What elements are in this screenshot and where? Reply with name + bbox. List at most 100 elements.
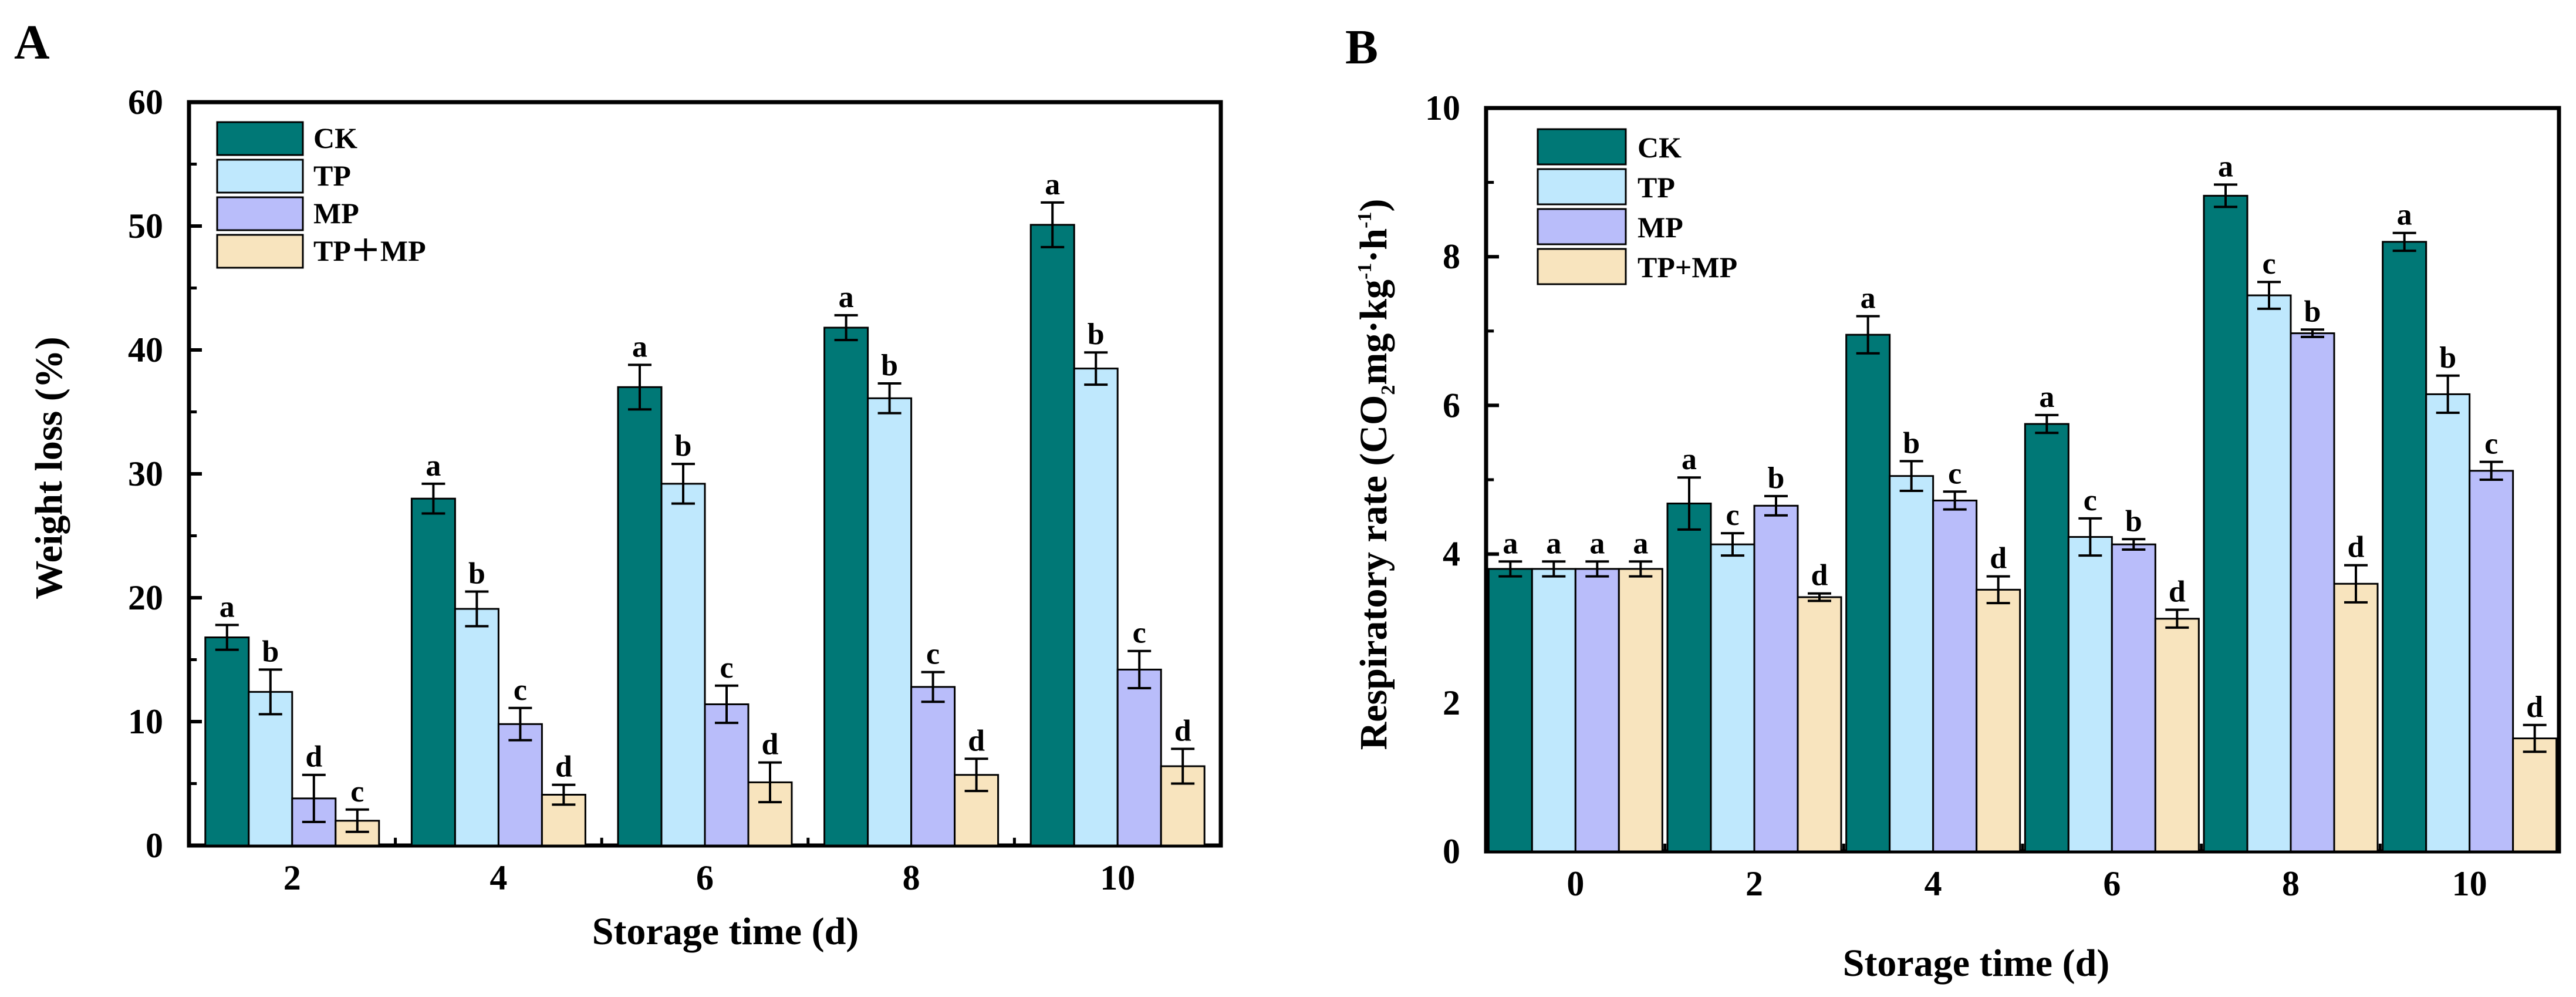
- chart-a-significance-letter: a: [1045, 168, 1060, 201]
- chart-a-significance-letter: a: [220, 590, 235, 624]
- chart-a-legend-label: MP: [313, 197, 359, 230]
- chart-b-x-axis-title: Storage time (d): [1843, 942, 2110, 985]
- chart-a-y-axis-title: Weight loss (%): [28, 336, 70, 599]
- chart-a-significance-letter: a: [426, 449, 441, 483]
- chart-b-bar: [1845, 334, 1891, 853]
- chart-b-bar: [1797, 596, 1842, 853]
- chart-a-significance-letter: c: [926, 638, 940, 671]
- chart-a-significance-letter: c: [720, 651, 733, 685]
- chart-b-significance-letter: d: [2348, 531, 2365, 564]
- chart-b-x-tick-label: 0: [1566, 864, 1584, 903]
- chart-a-significance-letter: d: [1174, 714, 1191, 747]
- chart-a-significance-letter: b: [675, 429, 692, 463]
- chart-a-x-tick-label: 2: [283, 858, 301, 897]
- chart-b-significance-letter: b: [2304, 295, 2321, 328]
- chart-a-bar: [1029, 224, 1075, 847]
- chart-b-significance-letter: a: [2039, 380, 2054, 414]
- chart-a-significance-letter: b: [1088, 318, 1105, 351]
- chart-b-bar: [1666, 503, 1712, 853]
- chart-b-legend-label: TP+MP: [1638, 251, 1737, 284]
- chart-b-significance-letter: a: [1589, 527, 1605, 560]
- chart-a-x-tick-label: 6: [696, 858, 714, 897]
- chart-a-significance-letter: b: [262, 635, 279, 668]
- chart-a-bar: [410, 497, 456, 847]
- chart-a-bar: [823, 326, 869, 847]
- chart-a-significance-letter: c: [350, 775, 364, 809]
- chart-a-y-tick-label: 10: [128, 702, 163, 741]
- chart-b-bar: [2111, 543, 2156, 853]
- chart-a-legend-label: CK: [313, 122, 357, 154]
- chart-b-legend-label: MP: [1638, 211, 1683, 244]
- chart-b-significance-letter: d: [1811, 559, 1828, 592]
- chart-b-legend-swatch: [1537, 128, 1627, 166]
- chart-a-y-tick-label: 20: [128, 578, 163, 617]
- chart-b-significance-letter: a: [1546, 527, 1561, 560]
- chart-b-x-tick-label: 4: [1925, 864, 1942, 903]
- chart-b-bar: [2290, 332, 2335, 853]
- chart-b-significance-letter: a: [1633, 527, 1648, 560]
- chart-a-legend-swatch: [216, 159, 304, 194]
- chart-a-significance-letter: b: [468, 557, 485, 590]
- chart-a-significance-letter: c: [1133, 617, 1146, 650]
- chart-b-significance-letter: b: [2439, 341, 2456, 375]
- chart-b-bar: [1487, 568, 1533, 853]
- chart-b-bar: [1710, 543, 1755, 853]
- chart-b-significance-letter: a: [1503, 527, 1518, 560]
- chart-a-bar: [454, 608, 499, 847]
- chart-a-significance-letter: a: [839, 281, 854, 314]
- chart-b-significance-letter: a: [2218, 150, 2233, 183]
- chart-b-bar: [2469, 470, 2514, 853]
- chart-b-x-tick-label: 6: [2103, 864, 2121, 903]
- chart-a-significance-letter: d: [762, 728, 779, 762]
- chart-b-y-axis-title: Respiratory rate (CO2mg·kg-1·h-1): [1352, 199, 1399, 750]
- chart-b-significance-letter: c: [2262, 247, 2275, 281]
- chart-a-significance-letter: d: [968, 724, 985, 757]
- chart-b-bar: [2024, 423, 2069, 853]
- chart-a-significance-letter: c: [514, 673, 527, 707]
- chart-b-significance-letter: c: [2484, 427, 2498, 461]
- chart-b-legend-swatch: [1537, 208, 1627, 245]
- chart-a-bar: [704, 703, 749, 847]
- chart-b-bar: [2425, 393, 2471, 853]
- chart-b: Respiratory rate (CO2mg·kg-1·h-1) Storag…: [1352, 89, 2561, 985]
- chart-b-bar: [1574, 568, 1620, 853]
- chart-b-y-tick-label: 6: [1443, 386, 1460, 425]
- chart-b-significance-letter: b: [1768, 462, 1785, 495]
- chart-a: Weight loss (%) Storage time (d) 0 10 20 30…: [28, 83, 1223, 953]
- chart-a-bar: [910, 686, 956, 847]
- chart-b-significance-letter: a: [2397, 198, 2412, 232]
- chart-b-significance-letter: b: [2125, 504, 2142, 538]
- chart-b-x-tick-label: 8: [2282, 864, 2300, 903]
- chart-a-bar: [1116, 668, 1162, 847]
- chart-a-x-tick-label: 4: [489, 858, 507, 897]
- chart-b-bar: [1976, 588, 2021, 853]
- chart-b-significance-letter: d: [2526, 691, 2543, 724]
- chart-b-significance-letter: c: [1948, 457, 1961, 490]
- chart-b-bar: [2154, 618, 2200, 853]
- chart-a-significance-letter: b: [881, 349, 898, 382]
- chart-a-legend-label: TP＋MP: [313, 234, 426, 267]
- chart-b-significance-letter: a: [1861, 281, 1876, 315]
- chart-b-bar: [1932, 499, 1978, 853]
- chart-a-y-tick-label: 60: [128, 83, 163, 122]
- chart-b-significance-letter: a: [1682, 443, 1697, 476]
- chart-a-y-tick-label: 50: [128, 207, 163, 245]
- chart-b-y-tick-label: 8: [1443, 237, 1460, 276]
- chart-a-significance-letter: a: [632, 330, 647, 363]
- panel-letter-b: B: [1345, 20, 1378, 75]
- chart-b-bar: [1889, 475, 1934, 853]
- chart-b-bar: [2333, 582, 2379, 853]
- chart-a-bar: [617, 386, 663, 847]
- chart-b-x-tick-label: 10: [2452, 864, 2487, 903]
- chart-a-y-tick-label: 0: [146, 826, 163, 865]
- chart-b-bar: [2512, 737, 2558, 853]
- chart-b-y-tick-label: 2: [1443, 683, 1460, 722]
- chart-a-y-tick-label: 40: [128, 331, 163, 369]
- panel-letter-a: A: [14, 15, 50, 70]
- chart-b-y-tick-label: 10: [1425, 89, 1460, 127]
- chart-b-bar: [2067, 535, 2113, 853]
- chart-a-legend-swatch: [216, 121, 304, 156]
- chart-b-significance-letter: d: [2169, 575, 2186, 609]
- chart-a-bar: [204, 636, 250, 847]
